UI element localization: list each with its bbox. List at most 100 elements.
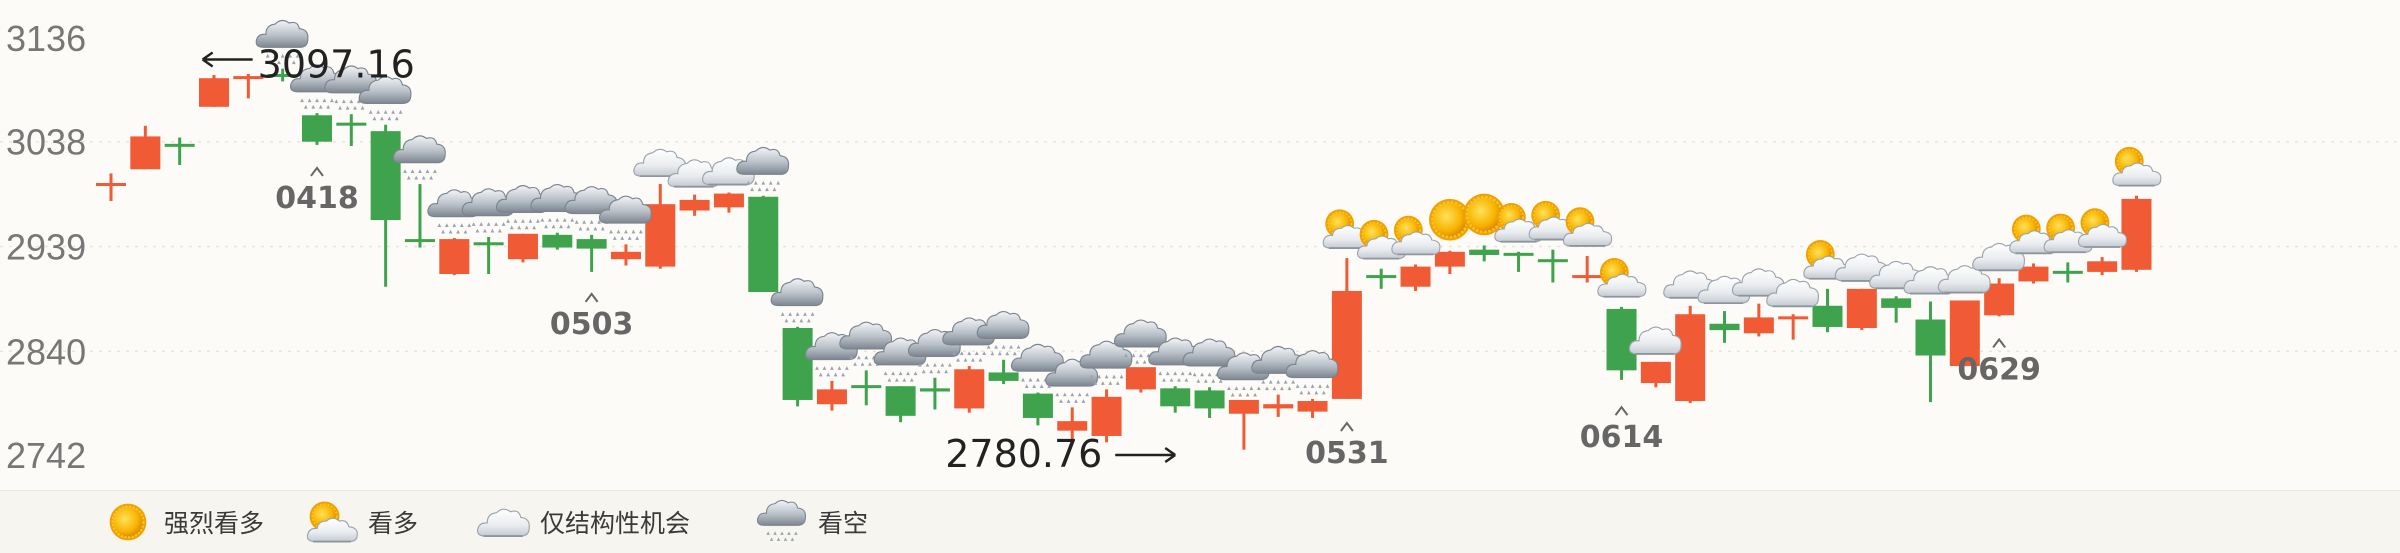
candle-body [1949, 300, 1980, 367]
candle [1057, 407, 1088, 441]
legend-label: 仅结构性机会 [540, 509, 691, 538]
y-axis: 3136 3038 2939 2840 2742 [6, 18, 86, 476]
sun-cloud-icon [2111, 145, 2162, 187]
candle [1503, 251, 1534, 272]
candle [679, 194, 710, 216]
candle-body [1881, 298, 1912, 308]
candle-body [267, 73, 298, 77]
extreme-value: 3097.16 [258, 43, 415, 87]
legend-label: 强烈看多 [164, 509, 265, 538]
candle-body [782, 327, 813, 400]
candle-body [1434, 251, 1465, 267]
candle-body [1194, 390, 1225, 409]
cloud-icon [1628, 326, 1683, 355]
candle [1434, 250, 1465, 275]
candle-body [1572, 275, 1603, 279]
candle [1812, 288, 1843, 333]
legend-item-bullish: 看多 [302, 491, 418, 553]
candle [542, 232, 573, 250]
candle [439, 238, 470, 276]
rain-cloud-icon [976, 310, 1030, 356]
candle [1572, 256, 1603, 283]
candle-body [1091, 396, 1122, 436]
candle [1228, 399, 1259, 450]
candle-body [1640, 361, 1671, 384]
candle-body [1469, 249, 1500, 255]
candle [1194, 387, 1225, 418]
sun-cloud-icon [1596, 257, 1647, 298]
candle-body [301, 115, 332, 142]
cloud-icon [476, 508, 531, 538]
candle [1949, 300, 1980, 367]
candle-body [507, 233, 538, 260]
candle-body [542, 234, 573, 248]
candle-body [1331, 290, 1362, 399]
candle-body [679, 199, 710, 211]
candle [507, 233, 538, 263]
candle-body [1057, 421, 1088, 431]
extreme-marker: 3097.16 [201, 43, 415, 87]
candle [610, 244, 641, 266]
candle [576, 234, 607, 272]
candle [1022, 392, 1053, 426]
candle [164, 137, 195, 166]
y-tick-label: 2840 [6, 331, 86, 372]
candle-body [439, 239, 470, 275]
candle-body [1228, 399, 1259, 414]
candle-body [1160, 388, 1191, 407]
candle [1846, 288, 1877, 331]
candle-body [851, 385, 882, 389]
candle-body [1263, 404, 1294, 409]
candle [1469, 245, 1500, 262]
legend-item-structural: 仅结构性机会 [474, 491, 690, 553]
candle-body [1915, 319, 1946, 356]
candle [473, 236, 504, 275]
legend-item-strong-bullish: 强烈看多 [98, 491, 264, 553]
y-tick-label: 2742 [6, 435, 86, 476]
y-tick-label: 3136 [6, 18, 86, 59]
candle [2121, 195, 2152, 272]
date-label: 0614 [1580, 420, 1664, 455]
caret-up-icon [584, 292, 599, 303]
candle [1743, 303, 1774, 337]
candle [1537, 249, 1568, 283]
candle [130, 125, 161, 170]
candle-body [1400, 266, 1431, 287]
rain-cloud-icon [770, 278, 824, 323]
extreme-markers: 3097.16 2780.76 [201, 43, 1176, 476]
candle [1125, 367, 1156, 393]
candle [988, 359, 1019, 385]
candle-body [1297, 401, 1328, 412]
candle [198, 75, 229, 107]
candle [1915, 301, 1946, 403]
candle-body [1812, 305, 1843, 327]
caret-up-icon [1992, 337, 2006, 349]
date-annotation: 0503 [550, 292, 633, 342]
extreme-marker: 2780.76 [945, 432, 1176, 476]
candle-body [748, 196, 779, 293]
candle [2018, 263, 2049, 284]
candle [1400, 264, 1431, 291]
sun-icon [108, 502, 148, 542]
candle [1297, 398, 1328, 418]
candle-body [1675, 314, 1706, 402]
candle [370, 124, 401, 287]
candle-body [130, 136, 161, 170]
legend-label: 看多 [368, 509, 419, 538]
candle-body [988, 372, 1019, 381]
rain-cloud-icon [392, 135, 446, 181]
candle [404, 184, 435, 248]
candle [1366, 268, 1397, 289]
date-annotation: 0614 [1580, 405, 1664, 455]
candle-body [336, 122, 367, 126]
date-annotation: 0531 [1305, 421, 1389, 471]
candle [267, 68, 298, 82]
candle [1606, 306, 1637, 380]
sentiment-icons [255, 19, 2162, 404]
candle-body [473, 242, 504, 246]
y-tick-label: 3038 [6, 122, 86, 163]
candle-body [713, 193, 744, 208]
candle [1091, 389, 1122, 443]
candle-body [1503, 252, 1534, 256]
candle [851, 370, 882, 406]
